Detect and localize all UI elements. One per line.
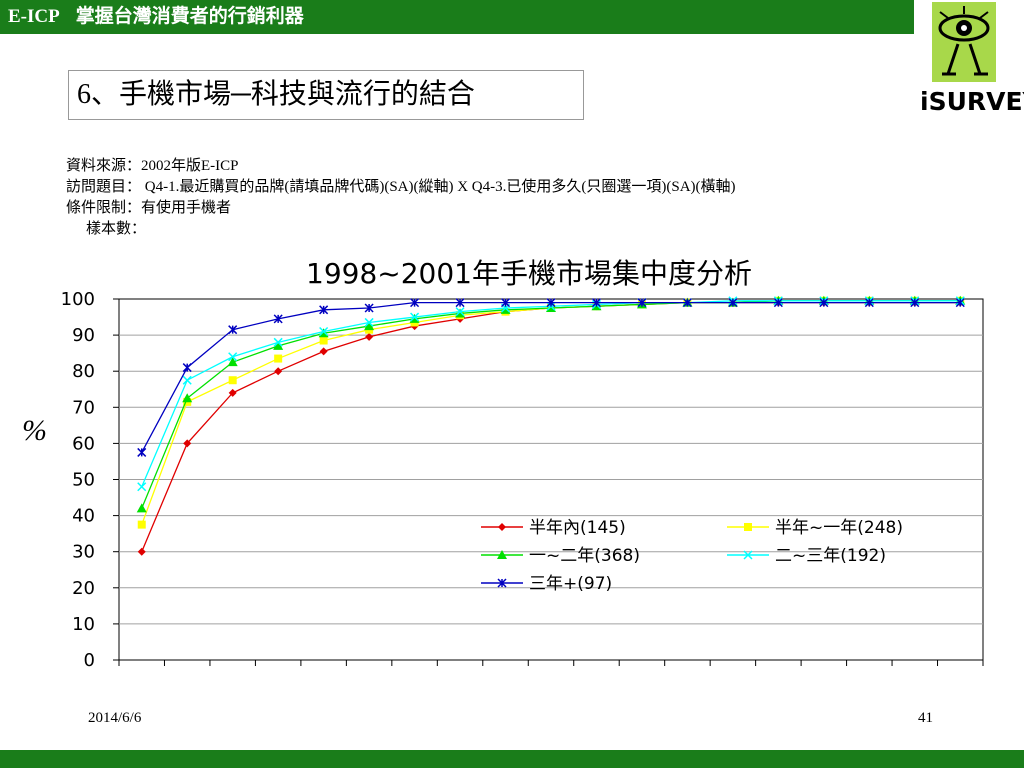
data-point-3-1 bbox=[182, 375, 192, 385]
data-point-2-3 bbox=[273, 340, 284, 350]
data-point-4-12 bbox=[682, 298, 692, 308]
data-point-0-3 bbox=[274, 367, 283, 376]
legend-label-0: 半年內(145) bbox=[529, 518, 626, 538]
y-tick-label: 50 bbox=[72, 470, 95, 491]
logo-graphic: iSURVEY bbox=[920, 2, 1024, 116]
data-point-4-9 bbox=[546, 298, 556, 308]
y-tick-label: 20 bbox=[72, 578, 95, 599]
data-point-2-2 bbox=[227, 357, 238, 367]
legend-label-3: 二~三年(192) bbox=[775, 546, 886, 566]
data-point-3-2 bbox=[228, 352, 238, 362]
slide-title: 6、手機市場─科技與流行的結合 bbox=[68, 70, 584, 120]
data-point-4-2 bbox=[228, 325, 238, 335]
y-tick-label: 0 bbox=[84, 650, 95, 671]
data-point-1-3 bbox=[274, 354, 283, 363]
info-question: 訪問題目： Q4-1.最近購買的品牌(請填品牌代碼)(SA)(縱軸) X Q4-… bbox=[66, 179, 736, 195]
y-axis-label: % bbox=[22, 414, 47, 447]
logo-text: iSURVEY bbox=[920, 87, 1024, 116]
header-bar: E-ICP 掌握台灣消費者的行銷利器 bbox=[0, 0, 914, 34]
legend-marker-0 bbox=[498, 523, 506, 531]
data-point-4-4 bbox=[319, 305, 329, 315]
data-point-4-18 bbox=[955, 298, 965, 308]
data-point-3-6 bbox=[410, 312, 420, 322]
data-point-2-5 bbox=[364, 321, 375, 331]
isurvey-logo: iSURVEY bbox=[918, 2, 1024, 122]
info-sample: 樣本數： bbox=[86, 221, 147, 237]
data-point-0-4 bbox=[319, 347, 328, 356]
data-point-4-0 bbox=[137, 447, 147, 457]
data-point-4-15 bbox=[819, 298, 829, 308]
data-point-4-14 bbox=[773, 298, 783, 308]
chart-title: 1998~2001年手機市場集中度分析 bbox=[306, 257, 752, 290]
data-point-1-0 bbox=[137, 520, 146, 529]
header-brand: E-ICP bbox=[8, 6, 60, 27]
y-tick-label: 30 bbox=[72, 542, 95, 563]
data-point-1-4 bbox=[319, 336, 328, 345]
header-title: 掌握台灣消費者的行銷利器 bbox=[75, 6, 304, 27]
y-tick-label: 10 bbox=[72, 614, 95, 635]
data-point-0-5 bbox=[365, 332, 374, 341]
data-point-0-0 bbox=[137, 547, 146, 556]
data-point-4-7 bbox=[455, 298, 465, 308]
data-point-4-16 bbox=[864, 298, 874, 308]
info-condition: 條件限制：有使用手機者 bbox=[66, 200, 232, 216]
y-tick-label: 100 bbox=[61, 289, 95, 310]
data-point-4-11 bbox=[637, 298, 647, 308]
y-tick-label: 40 bbox=[72, 506, 95, 527]
data-point-2-0 bbox=[136, 503, 147, 513]
data-point-0-2 bbox=[228, 388, 237, 397]
data-point-0-1 bbox=[183, 439, 192, 448]
legend-label-4: 三年+(97) bbox=[529, 574, 612, 594]
y-tick-label: 80 bbox=[72, 361, 95, 382]
data-point-4-13 bbox=[728, 298, 738, 308]
footer-bar bbox=[0, 750, 1024, 768]
data-point-4-10 bbox=[591, 298, 602, 308]
legend-label-2: 一~二年(368) bbox=[529, 546, 640, 566]
data-point-4-17 bbox=[910, 298, 920, 308]
data-point-3-7 bbox=[455, 307, 465, 317]
footer-date: 2014/6/6 bbox=[88, 710, 142, 726]
legend-marker-3 bbox=[743, 550, 753, 560]
info-source: 資料來源：2002年版E-ICP bbox=[66, 158, 239, 174]
page-number: 41 bbox=[918, 710, 933, 726]
survey-info: 資料來源：2002年版E-ICP 訪問題目： Q4-1.最近購買的品牌(請填品牌… bbox=[66, 156, 736, 240]
data-point-2-1 bbox=[182, 393, 193, 403]
data-point-4-8 bbox=[500, 298, 511, 308]
data-point-4-1 bbox=[182, 363, 192, 373]
y-tick-label: 60 bbox=[72, 433, 95, 454]
legend-marker-1 bbox=[744, 523, 752, 531]
data-point-1-2 bbox=[228, 376, 237, 385]
legend-marker-2 bbox=[497, 550, 507, 559]
legend-marker-4 bbox=[497, 578, 507, 588]
data-point-4-5 bbox=[364, 303, 374, 313]
y-tick-label: 70 bbox=[72, 397, 95, 418]
legend-label-1: 半年~一年(248) bbox=[775, 518, 903, 538]
data-point-4-6 bbox=[410, 298, 420, 308]
y-tick-label: 90 bbox=[72, 325, 95, 346]
data-point-3-4 bbox=[319, 326, 329, 337]
data-point-3-3 bbox=[273, 337, 283, 347]
data-point-4-3 bbox=[273, 314, 283, 324]
data-point-3-0 bbox=[137, 482, 147, 492]
data-point-3-5 bbox=[364, 317, 374, 327]
